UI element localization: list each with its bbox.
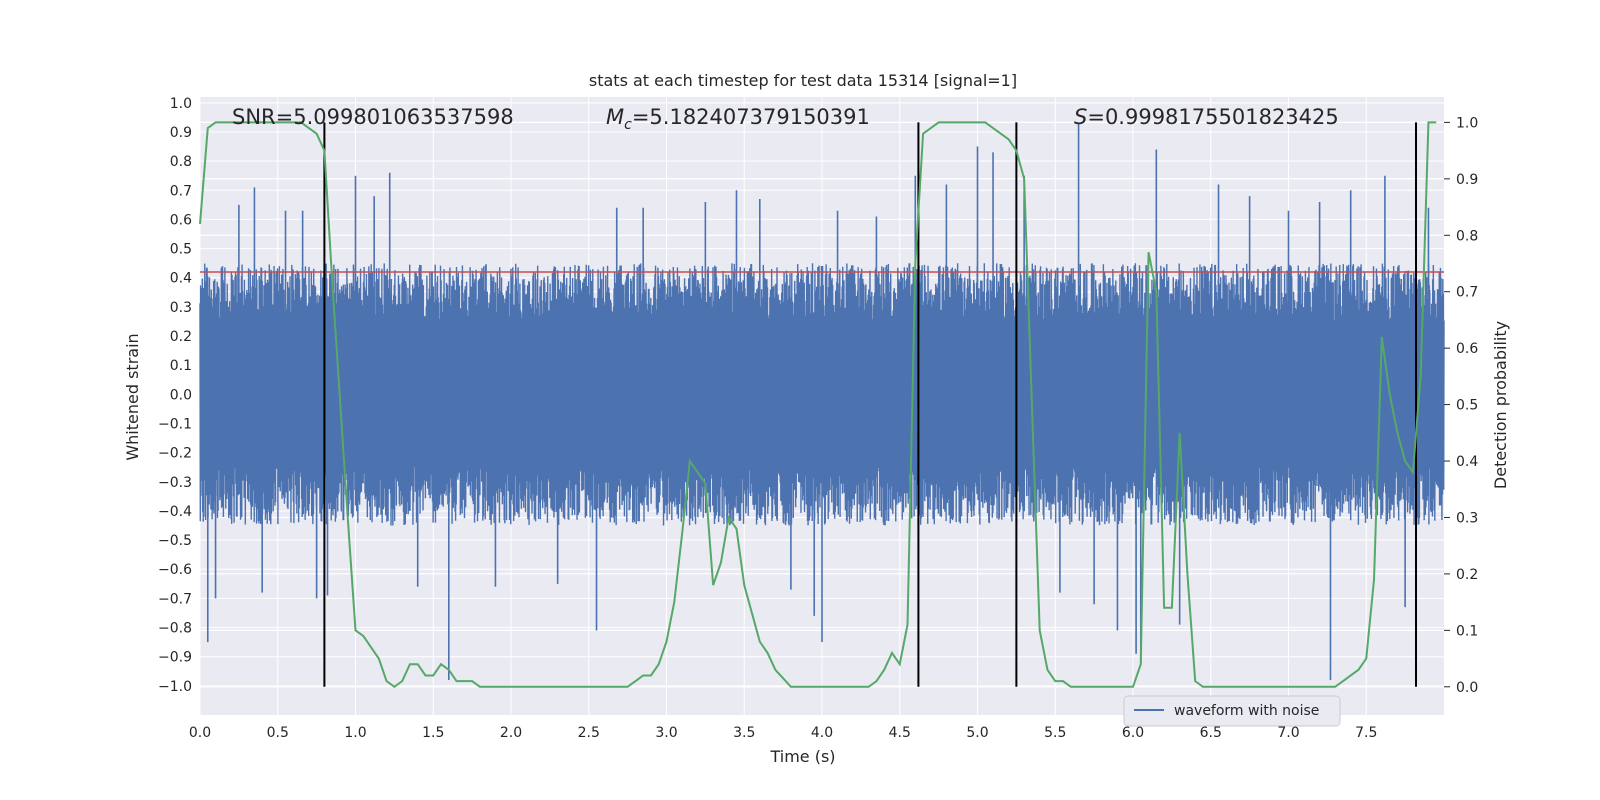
y-tick-label: −0.6 bbox=[158, 562, 192, 578]
y2-axis-label: Detection probability bbox=[1491, 321, 1510, 489]
y2-tick-label: 0.9 bbox=[1456, 172, 1478, 188]
s-symbol: S bbox=[1074, 105, 1087, 129]
x-tick-label: 4.0 bbox=[811, 725, 833, 741]
x-tick-label: 3.5 bbox=[733, 725, 755, 741]
y-tick-labels: 1.0 0.9 0.8 0.7 0.6 0.5 0.4 0.3 0.2 0.1 0.0 −0.1 −0.… bbox=[158, 96, 192, 695]
x-axis-label: Time (s) bbox=[769, 747, 835, 766]
x-tick-label: 2.5 bbox=[578, 725, 600, 741]
y-tick-label: 0.3 bbox=[170, 300, 192, 316]
y2-tick-labels: 1.0 0.9 0.8 0.7 0.6 0.5 0.4 0.3 0.2 0.1 0.0 bbox=[1444, 115, 1478, 696]
y-tick-label: −0.5 bbox=[158, 533, 192, 549]
x-tick-label: 4.5 bbox=[889, 725, 911, 741]
y-tick-label: −0.8 bbox=[158, 621, 192, 637]
y-tick-label: 0.4 bbox=[170, 271, 192, 287]
legend-box bbox=[1123, 695, 1341, 727]
y-tick-label: 0.7 bbox=[170, 183, 192, 199]
y-tick-label: 0.5 bbox=[170, 242, 192, 258]
y-tick-label: 0.6 bbox=[170, 212, 192, 228]
y-tick-label: 0.9 bbox=[170, 125, 192, 141]
x-tick-label: 3.0 bbox=[655, 725, 677, 741]
x-tick-label: 7.5 bbox=[1355, 725, 1377, 741]
plot-area-group bbox=[199, 97, 1445, 715]
y2-tick-label: 0.7 bbox=[1456, 285, 1478, 301]
x-tick-label: 2.0 bbox=[500, 725, 522, 741]
y-tick-label: −0.1 bbox=[158, 416, 192, 432]
mc-value: =5.182407379150391 bbox=[632, 105, 870, 129]
y-tick-label: 0.2 bbox=[170, 329, 192, 345]
s-annotation: S=0.9998175501823425 bbox=[1074, 105, 1339, 129]
y-tick-label: −0.9 bbox=[158, 650, 192, 666]
legend: waveform with noise bbox=[1123, 695, 1341, 727]
mc-subscript: c bbox=[624, 117, 632, 133]
x-tick-label: 7.0 bbox=[1277, 725, 1299, 741]
y-tick-label: 0.8 bbox=[170, 154, 192, 170]
x-tick-label: 5.0 bbox=[966, 725, 988, 741]
y2-tick-label: 0.4 bbox=[1456, 454, 1478, 470]
y2-tick-label: 0.8 bbox=[1456, 228, 1478, 244]
x-tick-label: 0.0 bbox=[189, 725, 211, 741]
s-value: =0.9998175501823425 bbox=[1087, 105, 1338, 129]
y-tick-label: −0.2 bbox=[158, 446, 192, 462]
y-tick-label: 0.0 bbox=[170, 387, 192, 403]
y2-tick-label: 0.5 bbox=[1456, 398, 1478, 414]
x-tick-labels: 0.0 0.5 1.0 1.5 2.0 2.5 3.0 3.5 4.0 4.5 5.0 5.5 6.0 6… bbox=[189, 725, 1378, 741]
x-tick-label: 6.0 bbox=[1122, 725, 1144, 741]
y2-tick-label: 0.2 bbox=[1456, 567, 1478, 583]
strain-waveform-line bbox=[199, 263, 1445, 526]
y-tick-label: 0.1 bbox=[170, 358, 192, 374]
legend-label: waveform with noise bbox=[1174, 703, 1319, 719]
y-tick-label: 1.0 bbox=[170, 96, 192, 112]
x-tick-label: 5.5 bbox=[1044, 725, 1066, 741]
y-axis-label: Whitened strain bbox=[123, 333, 142, 460]
probability-series bbox=[199, 121, 1437, 689]
y2-tick-label: 0.1 bbox=[1456, 623, 1478, 639]
y-tick-label: −0.3 bbox=[158, 475, 192, 491]
x-tick-label: 1.5 bbox=[422, 725, 444, 741]
mc-symbol: M bbox=[606, 105, 624, 129]
snr-annotation: SNR=5.099801063537598 bbox=[232, 105, 514, 129]
y2-tick-label: 1.0 bbox=[1456, 115, 1478, 131]
x-tick-label: 0.5 bbox=[267, 725, 289, 741]
x-tick-label: 6.5 bbox=[1200, 725, 1222, 741]
strain-series bbox=[199, 123, 1445, 681]
y2-tick-label: 0.6 bbox=[1456, 341, 1478, 357]
chart-title: stats at each timestep for test data 153… bbox=[589, 71, 1017, 90]
probability-line bbox=[199, 121, 1437, 689]
y-tick-label: −0.7 bbox=[158, 591, 192, 607]
y-tick-label: −1.0 bbox=[158, 679, 192, 695]
y2-tick-label: 0.3 bbox=[1456, 510, 1478, 526]
x-tick-label: 1.0 bbox=[344, 725, 366, 741]
y2-tick-label: 0.0 bbox=[1456, 680, 1478, 696]
chirp-mass-annotation: Mc=5.182407379150391 bbox=[606, 105, 870, 133]
y-tick-label: −0.4 bbox=[158, 504, 192, 520]
